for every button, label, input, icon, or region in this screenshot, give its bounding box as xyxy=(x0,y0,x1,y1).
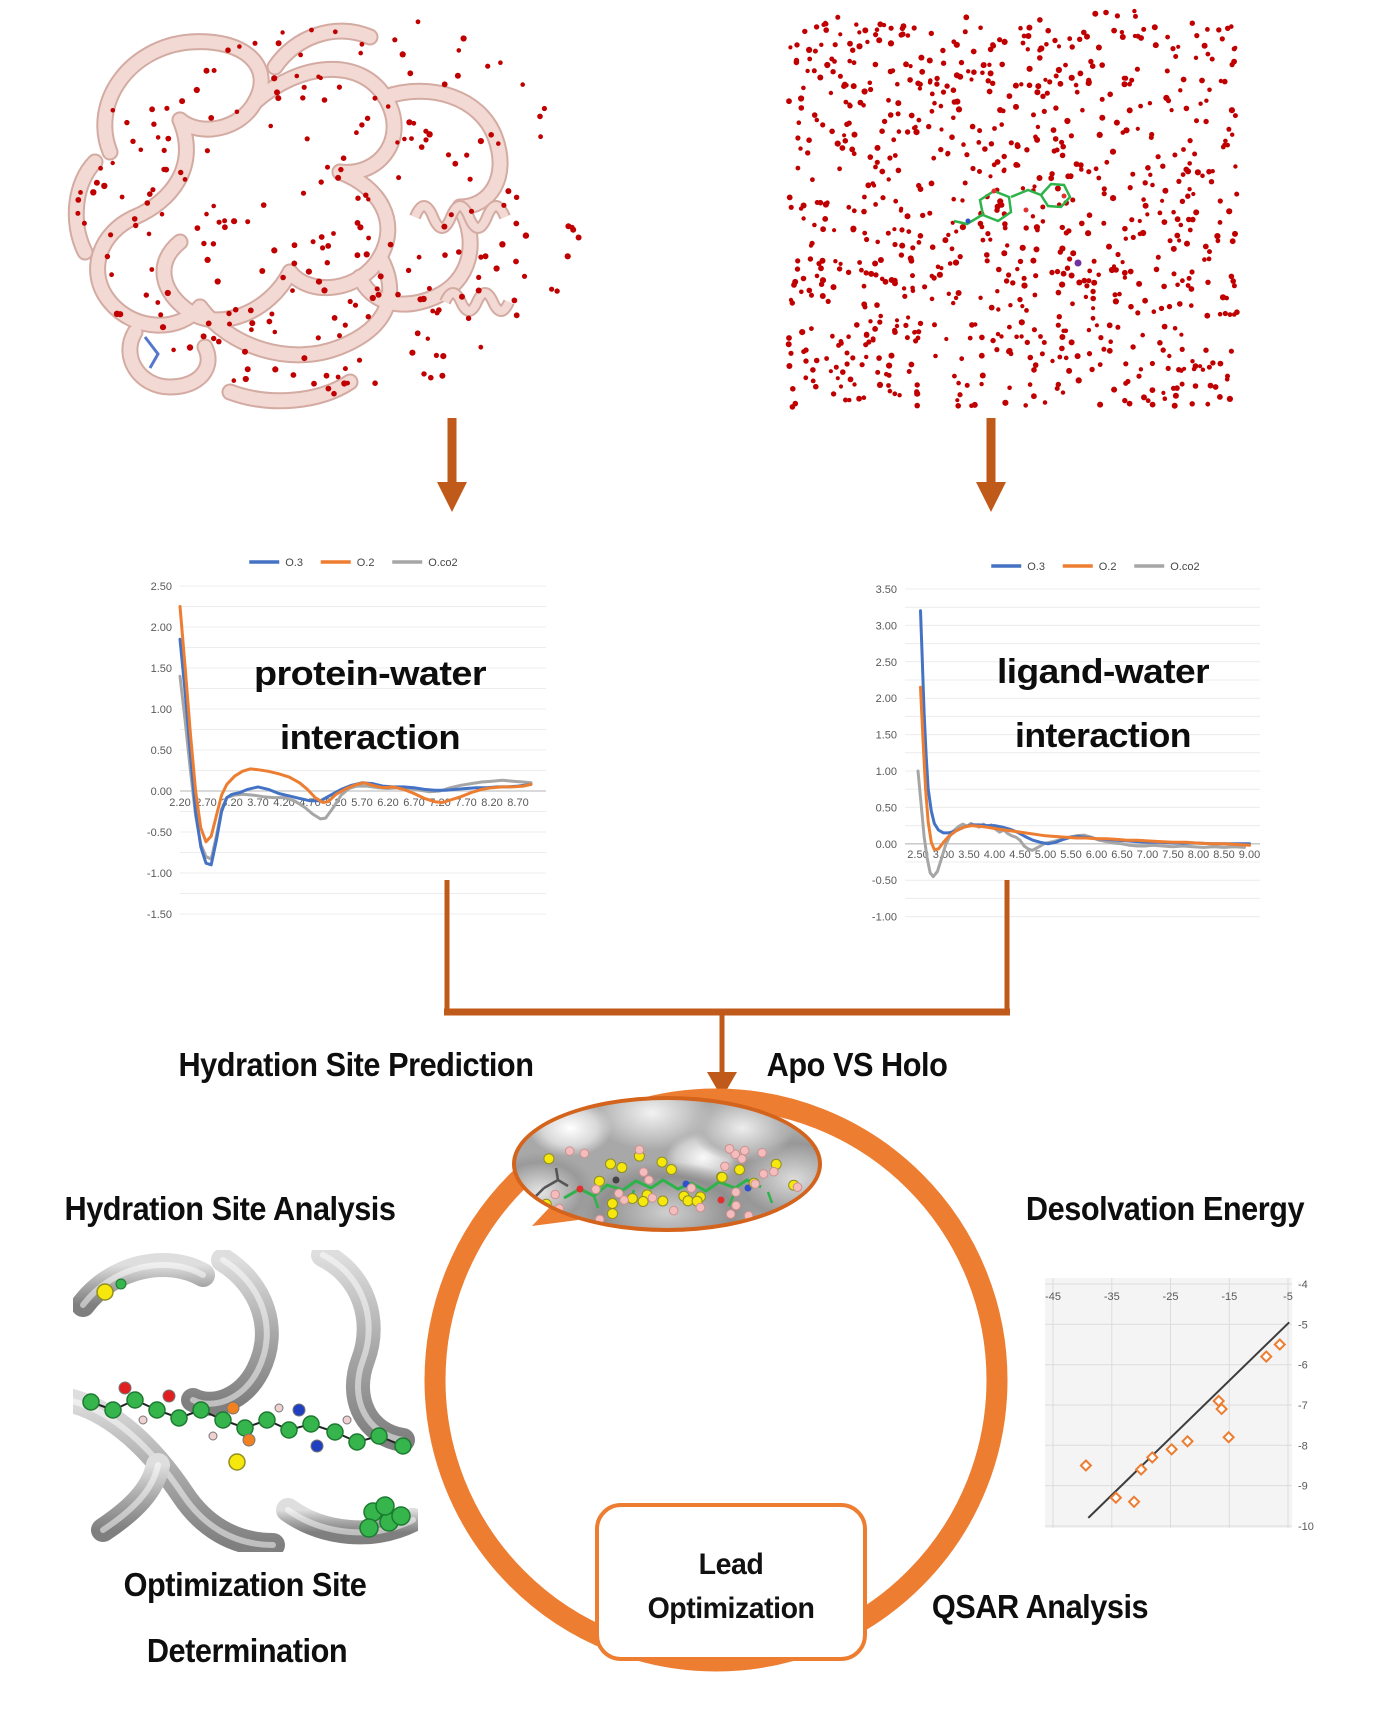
svg-text:1.00: 1.00 xyxy=(151,704,172,716)
svg-text:3.50: 3.50 xyxy=(958,849,979,861)
svg-text:2.50: 2.50 xyxy=(151,581,172,593)
lead-box-line1: Lead xyxy=(698,1548,764,1581)
svg-text:O.co2: O.co2 xyxy=(1170,561,1199,573)
svg-text:-7: -7 xyxy=(1298,1400,1308,1412)
svg-text:8.50: 8.50 xyxy=(1213,849,1234,861)
svg-text:-25: -25 xyxy=(1163,1291,1179,1303)
svg-text:5.50: 5.50 xyxy=(1060,849,1081,861)
svg-text:2.50: 2.50 xyxy=(876,657,897,669)
lead-optimization-box: Lead Optimization xyxy=(595,1503,867,1661)
svg-text:-4: -4 xyxy=(1298,1279,1308,1291)
svg-text:2.50: 2.50 xyxy=(907,849,928,861)
hydration-sites-overlay xyxy=(535,1144,805,1225)
protein-water-rdf-svg: 2.50 2.00 1.50 1.00 0.50 0.00 -0.50 -1.00 -1.50 2… xyxy=(147,557,546,921)
label-determination: Determination xyxy=(146,1632,348,1669)
svg-text:protein-water: protein-water xyxy=(254,655,486,693)
svg-text:-8: -8 xyxy=(1298,1440,1308,1452)
label-qsar-analysis: QSAR Analysis xyxy=(931,1588,1149,1625)
svg-text:-10: -10 xyxy=(1298,1521,1314,1533)
qsar-scatter-svg: -45 -35 -25 -15 -5 -4 -5 -6 -7 -8 -9 -10 xyxy=(1045,1278,1314,1533)
svg-text:O.co2: O.co2 xyxy=(428,557,457,569)
svg-text:0.50: 0.50 xyxy=(151,745,172,757)
label-hydration-site-prediction: Hydration Site Prediction xyxy=(178,1046,534,1083)
svg-text:-1.50: -1.50 xyxy=(147,909,172,921)
optimization-site-structure-image xyxy=(73,1250,418,1552)
svg-text:-15: -15 xyxy=(1221,1291,1237,1303)
ligand-water-rdf-chart: 3.50 3.00 2.50 2.00 1.50 1.00 0.50 0.00 -0.50 -1.… xyxy=(860,545,1275,930)
svg-text:6.70: 6.70 xyxy=(403,797,424,809)
label-apo-vs-holo: Apo VS Holo xyxy=(766,1046,948,1083)
svg-text:-9: -9 xyxy=(1298,1481,1308,1493)
svg-text:3.00: 3.00 xyxy=(876,620,897,632)
svg-text:7.00: 7.00 xyxy=(1137,849,1158,861)
svg-text:2.20: 2.20 xyxy=(169,797,190,809)
svg-text:1.50: 1.50 xyxy=(876,730,897,742)
svg-text:6.50: 6.50 xyxy=(1111,849,1132,861)
svg-text:-0.50: -0.50 xyxy=(147,827,172,839)
svg-text:ligand-water: ligand-water xyxy=(997,653,1209,691)
svg-text:0.50: 0.50 xyxy=(876,802,897,814)
svg-text:7.50: 7.50 xyxy=(1162,849,1183,861)
svg-text:0.00: 0.00 xyxy=(151,786,172,798)
svg-text:8.20: 8.20 xyxy=(481,797,502,809)
svg-text:6.20: 6.20 xyxy=(377,797,398,809)
svg-text:2.00: 2.00 xyxy=(876,693,897,705)
ligand-water-rdf-svg: 3.50 3.00 2.50 2.00 1.50 1.00 0.50 0.00 -0.50 -1.… xyxy=(872,561,1260,924)
svg-text:9.00: 9.00 xyxy=(1239,849,1260,861)
svg-text:5.70: 5.70 xyxy=(351,797,372,809)
svg-text:8.00: 8.00 xyxy=(1188,849,1209,861)
qsar-scatter-chart: -45 -35 -25 -15 -5 -4 -5 -6 -7 -8 -9 -10 xyxy=(1030,1262,1365,1554)
svg-text:3.50: 3.50 xyxy=(876,584,897,596)
lead-box-line2: Optimization xyxy=(647,1592,815,1625)
svg-text:O.2: O.2 xyxy=(357,557,375,569)
protein-water-rdf-chart: 2.50 2.00 1.50 1.00 0.50 0.00 -0.50 -1.00 -1.50 2… xyxy=(130,545,560,930)
svg-text:0.00: 0.00 xyxy=(876,839,897,851)
ligand-in-water-box-image xyxy=(785,8,1240,410)
svg-text:1.50: 1.50 xyxy=(151,663,172,675)
svg-text:-6: -6 xyxy=(1298,1360,1308,1372)
svg-text:2.00: 2.00 xyxy=(151,622,172,634)
svg-text:4.50: 4.50 xyxy=(1009,849,1030,861)
svg-text:1.00: 1.00 xyxy=(876,766,897,778)
svg-text:8.70: 8.70 xyxy=(507,797,528,809)
svg-text:7.70: 7.70 xyxy=(455,797,476,809)
svg-text:-35: -35 xyxy=(1104,1291,1120,1303)
svg-text:2.70: 2.70 xyxy=(195,797,216,809)
svg-text:-45: -45 xyxy=(1045,1291,1061,1303)
svg-text:O.3: O.3 xyxy=(1027,561,1045,573)
svg-text:-0.50: -0.50 xyxy=(872,875,897,887)
label-hydration-site-analysis: Hydration Site Analysis xyxy=(64,1190,396,1227)
svg-text:-5: -5 xyxy=(1298,1319,1308,1331)
svg-text:interaction: interaction xyxy=(280,719,460,757)
label-optimization-site: Optimization Site xyxy=(123,1566,367,1603)
svg-text:6.00: 6.00 xyxy=(1086,849,1107,861)
svg-text:3.70: 3.70 xyxy=(247,797,268,809)
svg-text:O.3: O.3 xyxy=(285,557,303,569)
hydration-sites-surface-image xyxy=(512,1096,822,1232)
svg-text:-5: -5 xyxy=(1283,1291,1293,1303)
svg-text:4.00: 4.00 xyxy=(984,849,1005,861)
svg-text:interaction: interaction xyxy=(1015,717,1191,755)
svg-text:O.2: O.2 xyxy=(1099,561,1117,573)
label-desolvation-energy: Desolvation Energy xyxy=(1025,1190,1305,1227)
svg-text:5.00: 5.00 xyxy=(1035,849,1056,861)
svg-text:-1.00: -1.00 xyxy=(147,868,172,880)
svg-text:-1.00: -1.00 xyxy=(872,912,897,924)
apo-protein-with-waters-image xyxy=(67,19,582,410)
